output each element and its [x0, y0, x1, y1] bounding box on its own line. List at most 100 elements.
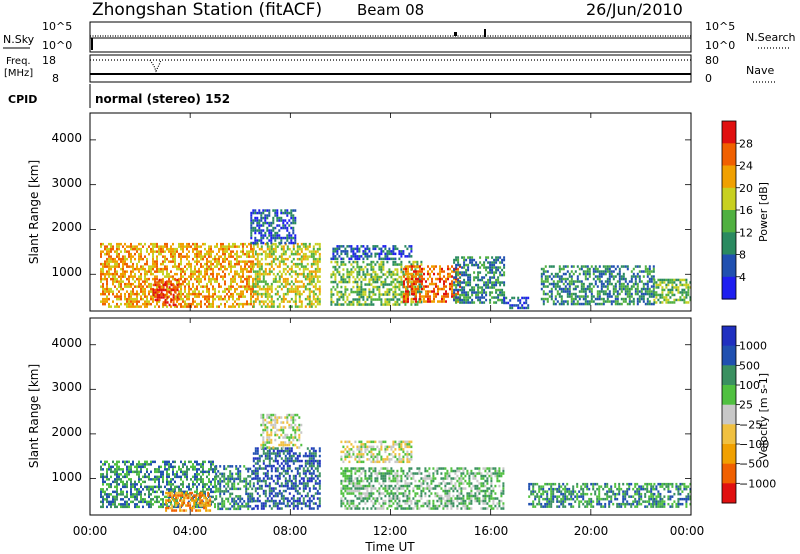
power-cell — [346, 245, 349, 248]
power-cell — [228, 287, 230, 291]
power-cell — [648, 292, 651, 296]
velocity-cell — [252, 482, 255, 485]
power-cell — [423, 287, 425, 291]
power-cell — [461, 298, 464, 302]
power-cell — [254, 252, 257, 256]
power-cell — [252, 267, 254, 271]
velocity-cell — [134, 503, 136, 506]
power-cell — [384, 298, 387, 301]
velocity-cell — [198, 498, 200, 501]
power-cell — [126, 302, 128, 306]
power-cell — [202, 255, 204, 258]
power-cell — [310, 265, 313, 268]
velocity-cell — [110, 505, 112, 509]
power-cell — [230, 252, 232, 256]
power-cell — [624, 285, 627, 288]
power-cell — [336, 303, 339, 306]
velocity-cell — [260, 502, 263, 505]
power-cell — [302, 265, 305, 268]
power-cell — [636, 282, 639, 286]
velocity-cell — [256, 497, 259, 500]
velocity-cell — [187, 501, 190, 505]
velocity-cell — [249, 467, 252, 471]
power-cell — [542, 282, 545, 286]
power-cell — [580, 282, 583, 286]
power-cell — [102, 285, 104, 288]
power-cell — [264, 214, 267, 217]
power-cell — [473, 271, 476, 274]
power-cell — [204, 277, 206, 281]
power-cell — [588, 270, 591, 273]
velocity-cell — [247, 470, 250, 473]
power-cell — [501, 258, 504, 262]
power-cell — [644, 287, 647, 291]
power-cell — [630, 280, 633, 283]
velocity-cell — [239, 497, 242, 501]
power-cell — [258, 219, 261, 222]
power-cell — [138, 267, 140, 271]
velocity-cell — [132, 495, 134, 499]
power-cell — [376, 288, 379, 291]
velocity-cell — [229, 492, 232, 496]
power-cell — [178, 285, 180, 288]
power-cell — [134, 252, 136, 256]
velocity-cell — [223, 467, 226, 471]
power-cell — [431, 270, 433, 273]
power-cell — [610, 282, 613, 286]
power-cell — [224, 250, 226, 253]
power-cell — [542, 272, 545, 276]
velocity-cell — [186, 465, 188, 469]
velocity-cell — [158, 500, 160, 504]
power-cell — [340, 278, 343, 281]
power-cell — [386, 293, 389, 296]
power-cell — [366, 270, 369, 274]
power-cell — [425, 290, 427, 293]
power-cell — [362, 250, 365, 253]
power-cell — [475, 296, 478, 299]
power-cell — [495, 256, 498, 259]
power-cell — [499, 261, 502, 264]
power-cell — [304, 297, 307, 301]
power-cell — [414, 285, 417, 289]
power-cell — [126, 262, 128, 266]
power-cell — [493, 276, 496, 279]
power-cell — [148, 265, 150, 268]
power-cell — [382, 285, 385, 289]
velocity-cell — [262, 462, 265, 465]
power-cell — [288, 247, 291, 251]
velocity-cell — [144, 475, 146, 479]
velocity-cell — [169, 494, 172, 497]
power-cell — [360, 285, 363, 289]
velocity-cell — [254, 504, 257, 508]
velocity-cell — [187, 494, 190, 497]
power-cell — [592, 277, 595, 281]
power-cell — [501, 273, 504, 277]
power-cell — [196, 252, 198, 256]
velocity-cell — [215, 490, 218, 493]
power-cell — [403, 297, 405, 301]
velocity-cell — [282, 484, 285, 488]
velocity-cell — [174, 485, 176, 489]
power-cell — [280, 255, 283, 258]
power-cell — [304, 267, 307, 271]
velocity-cell — [172, 483, 174, 486]
power-cell — [262, 250, 265, 253]
power-cell — [222, 250, 224, 253]
power-cell — [413, 292, 415, 296]
power-cell — [405, 300, 407, 303]
power-cell — [398, 283, 401, 286]
power-cell — [246, 267, 248, 271]
power-cell — [296, 285, 299, 288]
power-cell — [240, 267, 242, 271]
velocity-cell — [138, 470, 140, 474]
velocity-cell — [195, 494, 198, 497]
power-cell — [120, 257, 122, 261]
power-cell — [264, 255, 267, 258]
power-cell — [503, 256, 506, 259]
velocity-cell — [196, 468, 198, 471]
power-cell — [370, 273, 373, 276]
power-cell — [362, 303, 365, 306]
power-cell — [465, 281, 468, 284]
power-cell — [552, 285, 555, 288]
power-cell — [222, 275, 224, 278]
